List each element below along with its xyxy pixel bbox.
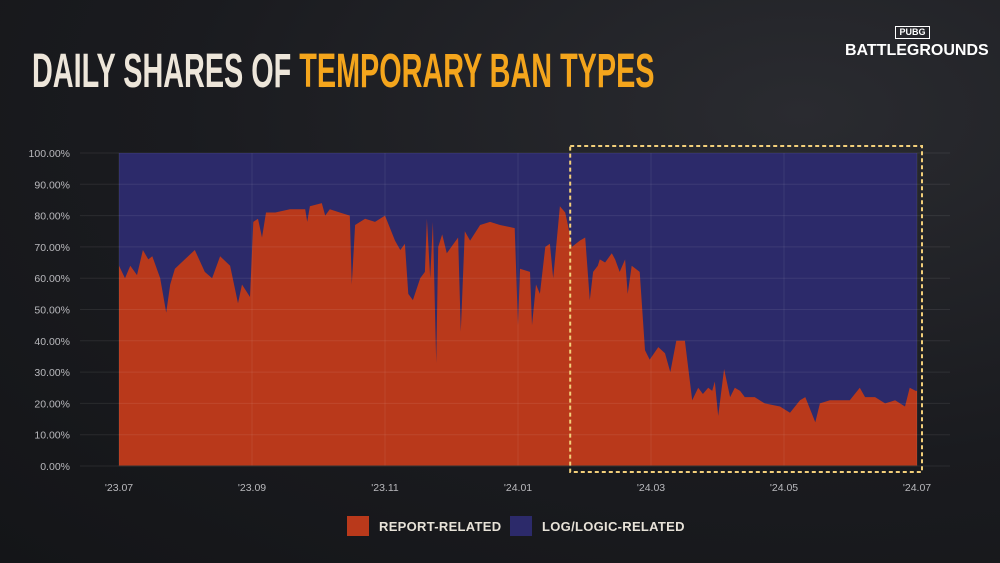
y-tick-label: 20.00%	[34, 398, 70, 410]
y-tick-label: 10.00%	[34, 430, 70, 442]
legend-label-log: LOG/LOGIC-RELATED	[542, 518, 685, 534]
y-tick-label: 0.00%	[40, 461, 70, 473]
highlight-box	[569, 145, 923, 473]
x-tick-label: '23.09	[238, 482, 266, 494]
legend-swatch-log	[510, 516, 532, 536]
pubg-logo: PUBG BATTLEGROUNDS	[845, 22, 989, 62]
y-tick-label: 70.00%	[34, 242, 70, 254]
title-part1: DAILY SHARES OF	[32, 45, 292, 98]
x-tick-label: '24.01	[504, 482, 532, 494]
x-tick-label: '24.03	[637, 482, 665, 494]
chart-title: DAILY SHARES OF TEMPORARY BAN TYPES	[32, 48, 655, 96]
legend-swatch-report	[347, 516, 369, 536]
y-tick-label: 50.00%	[34, 305, 70, 317]
legend-item-log: LOG/LOGIC-RELATED	[510, 516, 685, 536]
y-tick-label: 100.00%	[29, 148, 70, 160]
title-part2: TEMPORARY BAN TYPES	[299, 45, 655, 98]
y-tick-label: 40.00%	[34, 336, 70, 348]
y-tick-label: 80.00%	[34, 211, 70, 223]
x-tick-label: '24.05	[770, 482, 798, 494]
y-tick-label: 30.00%	[34, 367, 70, 379]
x-tick-label: '24.07	[903, 482, 931, 494]
x-tick-label: '23.07	[105, 482, 133, 494]
area-report-related	[119, 203, 917, 466]
y-tick-label: 60.00%	[34, 273, 70, 285]
logo-battlegrounds: BATTLEGROUNDS	[845, 42, 989, 59]
y-tick-label: 90.00%	[34, 179, 70, 191]
logo-pubg: PUBG	[895, 26, 930, 39]
legend-label-report: REPORT-RELATED	[379, 518, 502, 534]
x-tick-label: '23.11	[371, 482, 399, 494]
legend-item-report: REPORT-RELATED	[347, 516, 501, 536]
